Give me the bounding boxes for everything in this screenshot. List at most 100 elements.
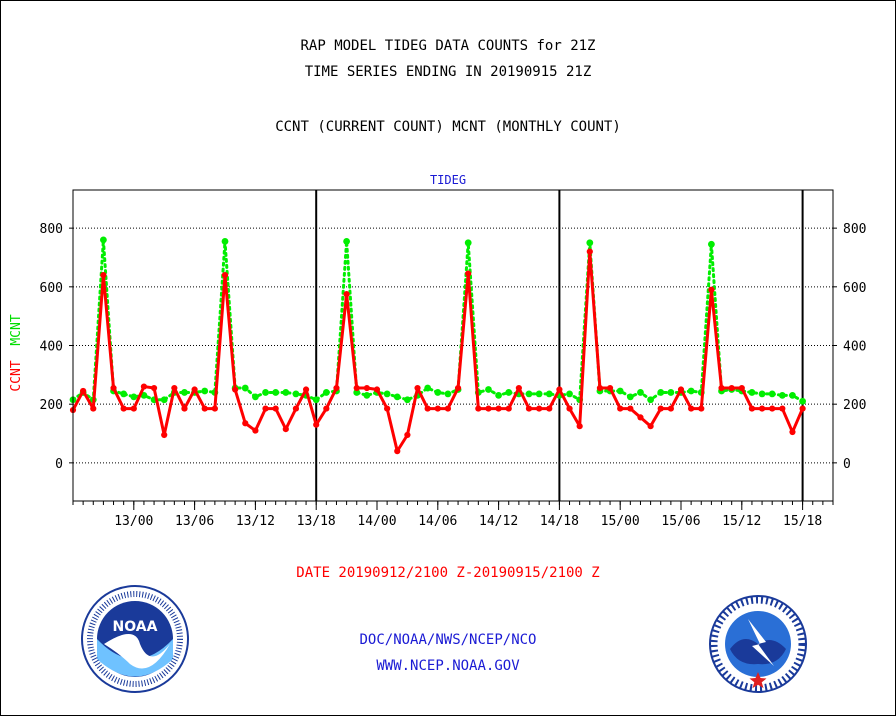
data-point-mcnt — [778, 391, 786, 399]
data-point-mcnt — [353, 389, 361, 396]
data-point-ccnt — [171, 384, 178, 392]
data-point-ccnt — [515, 384, 522, 392]
data-point-ccnt — [282, 426, 289, 433]
y-tick-label-right: 400 — [843, 340, 866, 355]
x-tick-label: 13/06 — [175, 514, 214, 529]
data-point-ccnt — [323, 405, 330, 412]
data-point-ccnt — [434, 405, 441, 412]
data-point-ccnt — [181, 405, 188, 412]
data-point-ccnt — [242, 420, 249, 427]
y-tick-label-right: 600 — [843, 281, 866, 296]
nws-seal-icon — [709, 595, 807, 693]
data-point-ccnt — [647, 423, 654, 430]
data-point-mcnt — [758, 390, 766, 398]
data-point-ccnt — [272, 405, 279, 412]
data-point-ccnt — [120, 405, 127, 412]
data-point-ccnt — [110, 384, 117, 392]
data-point-mcnt — [647, 396, 654, 404]
y-axis-label-ccnt: CCNT — [9, 360, 24, 391]
y-tick-label-right: 0 — [843, 457, 851, 472]
y-tick-label-right: 200 — [843, 398, 866, 413]
data-point-mcnt — [464, 239, 472, 247]
data-point-ccnt — [738, 384, 745, 392]
data-point-mcnt — [485, 386, 492, 393]
data-point-mcnt — [545, 390, 553, 398]
series-line-ccnt — [71, 250, 804, 453]
date-range: DATE 20190912/2100 Z-20190915/2100 Z — [296, 565, 600, 581]
data-point-ccnt — [363, 384, 370, 392]
data-point-mcnt — [322, 389, 330, 396]
data-point-mcnt — [799, 397, 806, 405]
data-point-ccnt — [799, 405, 806, 412]
data-point-ccnt — [728, 384, 735, 392]
data-point-ccnt — [313, 421, 320, 428]
data-point-ccnt — [465, 270, 472, 277]
data-point-ccnt — [302, 386, 310, 393]
data-point-ccnt — [637, 414, 644, 421]
data-point-mcnt — [667, 389, 675, 396]
data-point-ccnt — [80, 387, 87, 395]
chart-title-line-1: RAP MODEL TIDEG DATA COUNTS for 21Z — [300, 38, 596, 54]
data-point-mcnt — [525, 390, 533, 398]
data-point-ccnt — [191, 386, 198, 393]
data-point-ccnt — [353, 384, 360, 392]
data-point-mcnt — [181, 389, 188, 396]
x-tick-label: 14/12 — [479, 514, 518, 529]
data-point-mcnt — [586, 239, 594, 247]
y-tick-label-left: 200 — [40, 398, 63, 413]
data-point-ccnt — [262, 405, 269, 412]
agency-text: DOC/NOAA/NWS/NCEP/NCO — [359, 632, 537, 648]
y-axis-label-mcnt: MCNT — [9, 314, 24, 345]
data-point-ccnt — [546, 405, 553, 412]
data-point-ccnt — [505, 405, 512, 412]
website-link[interactable]: WWW.NCEP.NOAA.GOV — [376, 658, 520, 674]
data-point-ccnt — [475, 405, 482, 412]
x-tick-label: 14/06 — [418, 514, 457, 529]
data-point-mcnt — [130, 393, 138, 401]
x-tick-label: 14/18 — [540, 514, 579, 529]
data-point-ccnt — [161, 431, 168, 439]
data-point-mcnt — [120, 390, 128, 398]
data-point-ccnt — [718, 384, 725, 392]
data-point-ccnt — [232, 386, 239, 393]
x-tick-label: 14/00 — [357, 514, 396, 529]
data-point-ccnt — [414, 384, 421, 392]
x-tick-label: 13/00 — [114, 514, 153, 529]
data-point-ccnt — [779, 405, 786, 412]
data-point-ccnt — [586, 248, 593, 255]
noaa-seal-icon: NOAA — [81, 585, 189, 693]
x-tick-label: 15/00 — [601, 514, 640, 529]
data-point-ccnt — [536, 405, 543, 412]
series-line-mcnt — [71, 238, 805, 403]
plot-frame — [72, 189, 834, 502]
data-point-ccnt — [211, 405, 218, 412]
data-point-mcnt — [566, 390, 573, 398]
data-point-ccnt — [201, 405, 208, 412]
data-point-ccnt — [384, 405, 391, 412]
data-point-ccnt — [333, 384, 340, 392]
data-point-ccnt — [292, 405, 300, 412]
data-point-ccnt — [394, 448, 401, 455]
data-point-mcnt — [282, 389, 290, 396]
data-point-ccnt — [748, 405, 756, 412]
data-point-ccnt — [657, 405, 664, 412]
data-point-ccnt — [677, 386, 685, 393]
data-point-ccnt — [90, 405, 97, 412]
data-point-mcnt — [687, 387, 695, 395]
data-point-ccnt — [606, 384, 614, 392]
data-point-mcnt — [495, 391, 502, 399]
x-tick-label: 13/18 — [297, 514, 336, 529]
data-point-mcnt — [789, 391, 796, 399]
chart-subtitle: CCNT (CURRENT COUNT) MCNT (MONTHLY COUNT… — [275, 119, 621, 135]
x-tick-label: 15/12 — [722, 514, 761, 529]
data-point-ccnt — [424, 405, 431, 412]
data-point-mcnt — [657, 389, 665, 396]
data-point-ccnt — [343, 291, 350, 298]
data-point-ccnt — [495, 405, 502, 412]
y-tick-label-left: 600 — [40, 281, 63, 296]
data-point-mcnt — [768, 390, 776, 398]
panel-title: TIDEG — [430, 173, 466, 187]
data-point-ccnt — [140, 383, 148, 390]
data-point-ccnt — [769, 405, 776, 412]
data-point-mcnt — [444, 390, 452, 398]
